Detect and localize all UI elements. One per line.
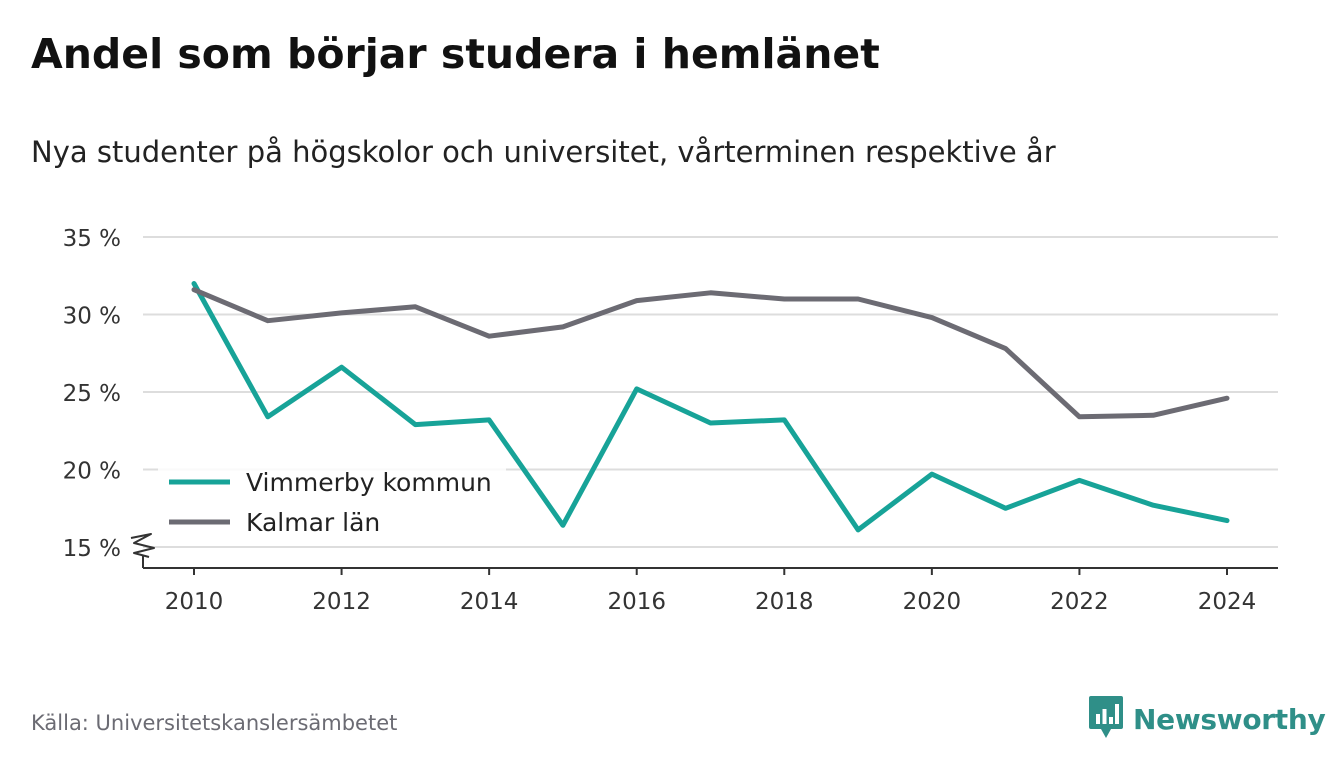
y-tick-label: 15 % [63,536,121,562]
brand-name: Newsworthy [1133,702,1326,736]
y-tick-label: 25 % [63,381,121,407]
y-tick-label: 35 % [63,226,121,252]
x-tick-label: 2016 [607,589,666,615]
chart-subtitle: Nya studenter på högskolor och universit… [31,135,1056,169]
x-tick-label: 2018 [755,589,814,615]
line-chart: 15 % 20 % 25 % 30 % 35 % 2010 2012 2014 2016 2018… [63,226,1278,615]
series-line [191,287,1230,420]
source-note: Källa: Universitetskanslersämbetet [31,711,398,735]
x-tick-label: 2012 [312,589,371,615]
legend-label: Kalmar län [246,508,380,537]
chart-title: Andel som börjar studera i hemlänet [31,30,880,78]
series-line [191,281,1230,533]
x-tick-label: 2024 [1198,589,1257,615]
x-tick-label: 2010 [165,589,224,615]
legend-label: Vimmerby kommun [246,468,492,497]
newsworthy-logo: Newsworthy [1088,695,1326,743]
bar-chart-speech-bubble-icon [1088,695,1124,743]
legend-background [158,458,506,546]
x-tick-label: 2022 [1050,589,1109,615]
y-tick-label: 30 % [63,304,121,330]
x-tick-label: 2014 [460,589,519,615]
x-tick-label: 2020 [903,589,962,615]
axis-break-icon [130,533,155,558]
y-tick-label: 20 % [63,459,121,485]
